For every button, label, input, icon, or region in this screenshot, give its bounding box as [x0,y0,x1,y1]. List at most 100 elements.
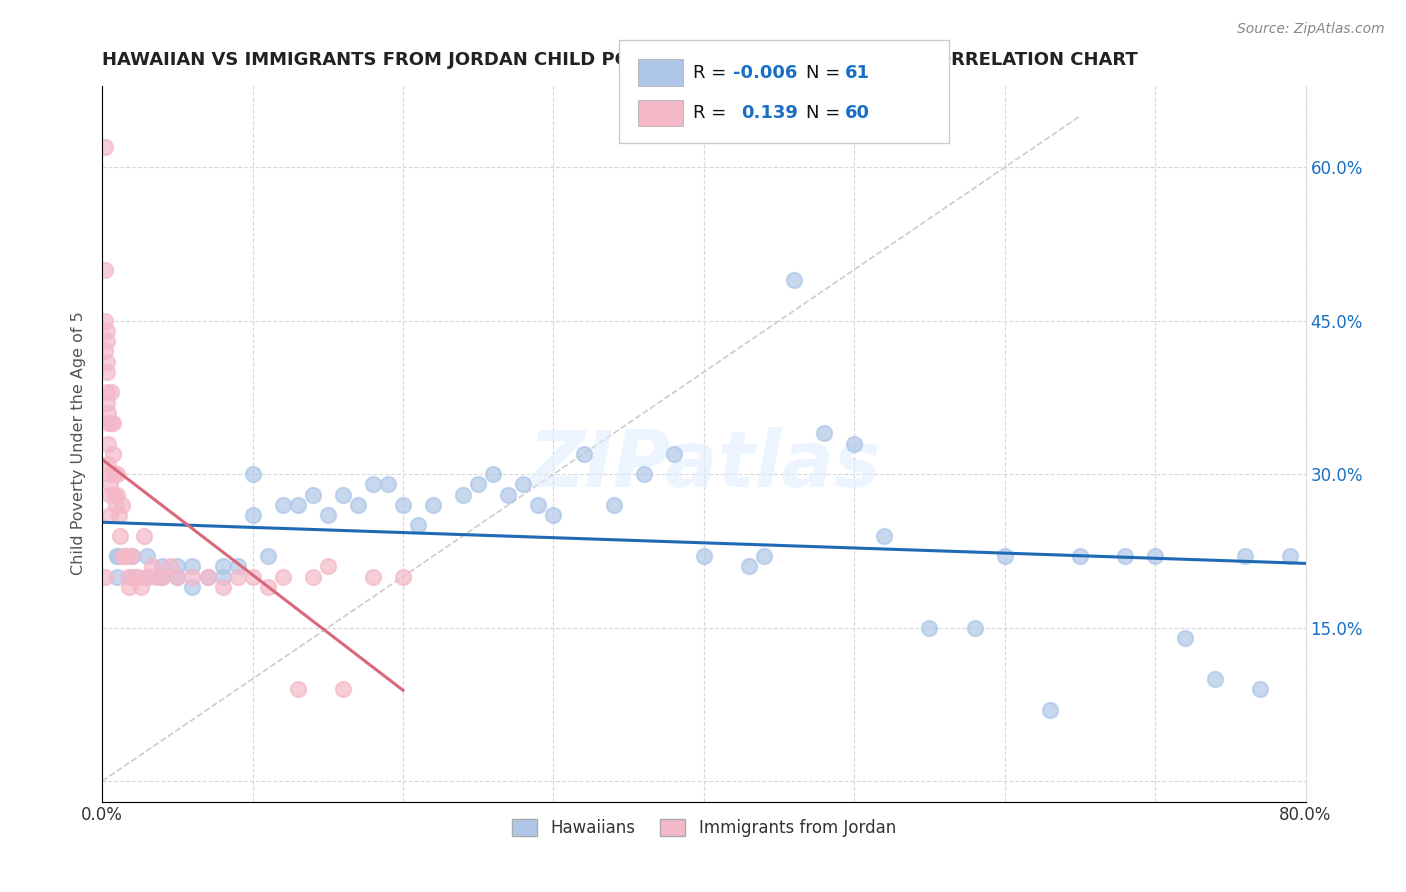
Point [121,569,143,583]
Point [498,488,520,502]
Point [197,569,219,583]
Point [98,488,121,502]
Point [1234,549,1257,563]
Point [181,569,204,583]
Point [332,681,354,696]
Point [347,498,370,512]
Text: -0.006: -0.006 [733,64,797,82]
Point [242,569,264,583]
Point [104,498,127,512]
Point [94,569,117,583]
Point [316,559,339,574]
Point [211,580,233,594]
Point [693,549,716,563]
Point [301,569,323,583]
Text: 0.139: 0.139 [741,104,797,122]
Point [197,569,219,583]
Point [150,559,173,574]
Point [103,488,125,502]
Point [287,681,309,696]
Point [332,488,354,502]
Point [226,559,249,574]
Point [98,467,121,482]
Point [96,385,118,400]
Point [512,477,534,491]
Point [422,498,444,512]
Point [994,549,1017,563]
Point [110,528,132,542]
Legend: Hawaiians, Immigrants from Jordan: Hawaiians, Immigrants from Jordan [505,812,903,843]
Point [166,569,188,583]
Point [97,457,120,471]
Text: R =: R = [693,104,738,122]
Point [101,416,124,430]
Point [873,528,896,542]
Point [101,447,124,461]
Point [256,549,278,563]
Text: ZIPatlas: ZIPatlas [527,427,880,503]
Point [1039,702,1062,716]
Point [242,467,264,482]
Point [211,559,233,574]
Point [271,569,294,583]
Point [131,580,153,594]
Point [256,580,278,594]
Point [115,549,138,563]
Text: HAWAIIAN VS IMMIGRANTS FROM JORDAN CHILD POVERTY UNDER THE AGE OF 5 CORRELATION : HAWAIIAN VS IMMIGRANTS FROM JORDAN CHILD… [103,51,1137,69]
Point [271,498,294,512]
Point [145,569,167,583]
Point [96,365,118,379]
Point [361,477,384,491]
Point [124,569,146,583]
Point [136,569,159,583]
Point [527,498,550,512]
Point [97,416,120,430]
Point [150,569,173,583]
Point [181,580,204,594]
Point [963,621,986,635]
Point [159,559,181,574]
Point [136,549,159,563]
Text: 61: 61 [845,64,870,82]
Point [114,549,136,563]
Point [211,569,233,583]
Point [813,426,835,441]
Point [633,467,655,482]
Point [112,549,135,563]
Y-axis label: Child Poverty Under the Age of 5: Child Poverty Under the Age of 5 [72,311,86,575]
Point [406,518,429,533]
Point [1249,681,1271,696]
Point [134,528,156,542]
Point [94,262,117,277]
Point [361,569,384,583]
Point [105,549,128,563]
Point [451,488,474,502]
Point [377,477,399,491]
Point [96,324,118,338]
Point [738,559,761,574]
Point [1174,631,1197,645]
Point [918,621,941,635]
Point [94,140,117,154]
Point [844,436,866,450]
Point [98,477,121,491]
Point [572,447,595,461]
Point [166,559,188,574]
Point [1114,549,1136,563]
Point [467,477,489,491]
Point [1069,549,1091,563]
Point [181,559,204,574]
Point [121,549,143,563]
Point [141,559,163,574]
Point [97,436,120,450]
Point [107,508,129,523]
Point [482,467,505,482]
Point [226,569,249,583]
Point [105,549,128,563]
Point [392,569,415,583]
Point [287,498,309,512]
Point [105,569,128,583]
Point [301,488,323,502]
Point [136,569,159,583]
Point [96,334,118,349]
